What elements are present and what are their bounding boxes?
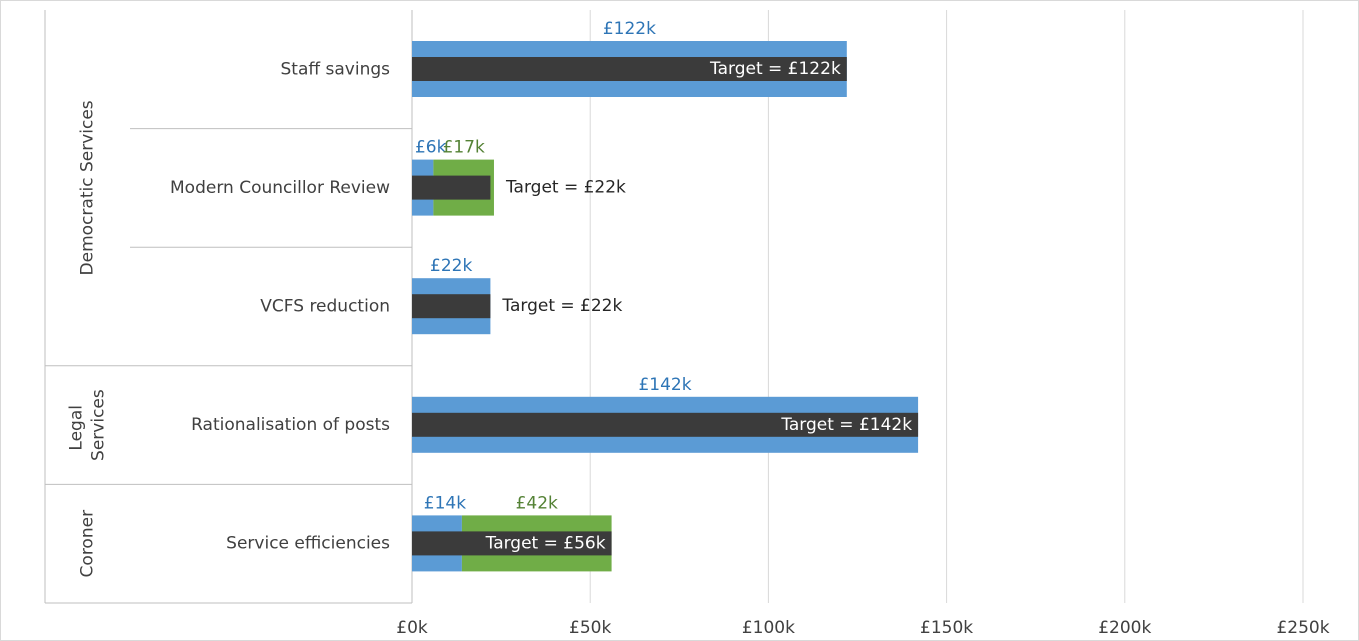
x-tick-label: £150k: [920, 618, 973, 638]
target-label: Target = £56k: [485, 533, 606, 553]
target-bar: [412, 412, 919, 437]
target-label: Target = £22k: [505, 178, 626, 198]
value-label: £14k: [424, 493, 466, 513]
target-bar: [412, 57, 847, 81]
value-label: £17k: [443, 138, 485, 158]
target-bar: [412, 294, 491, 319]
value-label: £122k: [603, 19, 656, 39]
group-label: Democratic Services: [78, 100, 98, 275]
value-label: £42k: [516, 493, 558, 513]
target-label: Target = £22k: [501, 296, 622, 316]
x-tick-label: £100k: [742, 618, 795, 638]
x-tick-label: £50k: [569, 618, 611, 638]
category-label: Staff savings: [281, 59, 391, 79]
value-label: £6k: [415, 138, 447, 158]
target-bar: [412, 531, 612, 556]
category-label: Service efficiencies: [226, 534, 390, 554]
category-label: Rationalisation of posts: [191, 415, 390, 435]
group-label-line: Legal: [67, 400, 87, 451]
target-bar: [412, 175, 491, 200]
target-label: Target = £122k: [709, 59, 841, 79]
group-label: Coroner: [78, 510, 98, 578]
group-label: Legal Services: [67, 389, 109, 461]
value-label: £142k: [638, 375, 691, 395]
group-label-line: Services: [89, 389, 109, 461]
x-tick-label: £0k: [396, 618, 428, 638]
category-label: VCFS reduction: [260, 297, 390, 317]
target-label: Target = £142k: [780, 415, 912, 435]
value-label: £22k: [430, 256, 472, 276]
category-label: Modern Councillor Review: [170, 178, 390, 198]
x-tick-label: £250k: [1276, 618, 1329, 638]
x-tick-label: £200k: [1098, 618, 1151, 638]
